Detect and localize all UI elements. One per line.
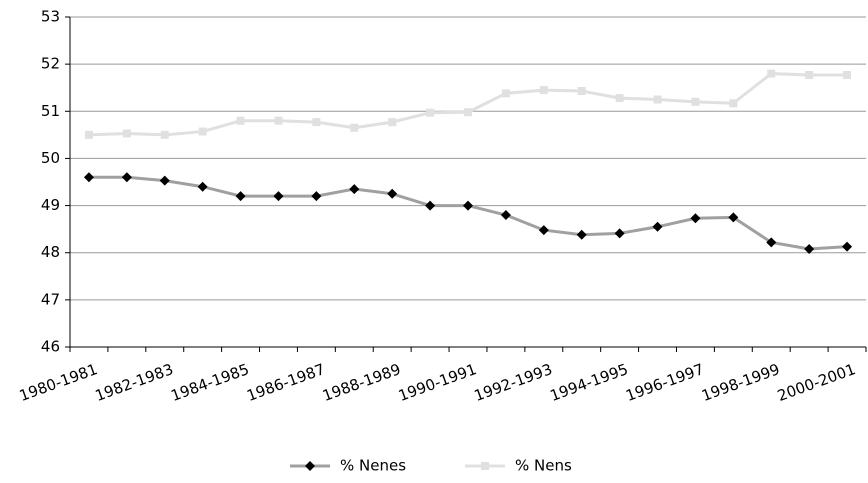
data-point	[350, 123, 359, 132]
data-point	[577, 87, 586, 96]
legend-marker	[305, 461, 315, 471]
data-point	[274, 116, 283, 125]
data-point	[311, 191, 322, 202]
x-tick-label: 2000-2001	[775, 360, 858, 405]
data-point	[235, 191, 246, 202]
data-point	[767, 69, 776, 78]
data-point	[312, 118, 321, 127]
data-point	[236, 116, 245, 125]
x-tick-label: 1980-1981	[17, 360, 100, 405]
data-point	[690, 213, 701, 224]
x-tick-label: 1992-1993	[472, 360, 555, 405]
data-point	[159, 175, 170, 186]
data-point	[500, 210, 511, 220]
data-point	[426, 108, 435, 117]
y-tick-label: 53	[41, 8, 60, 26]
data-point	[197, 181, 208, 192]
x-tick-label: 1982-1983	[93, 360, 176, 405]
data-point	[539, 86, 548, 95]
data-point	[83, 172, 94, 183]
y-tick-label: 50	[41, 149, 60, 167]
y-tick-label: 46	[41, 338, 60, 356]
x-tick-label: 1988-1989	[320, 360, 403, 405]
y-tick-label: 52	[41, 55, 60, 73]
data-point	[387, 188, 398, 199]
data-point	[349, 184, 360, 195]
data-point	[804, 243, 815, 254]
x-tick-label: 1990-1991	[396, 360, 479, 405]
data-point	[425, 200, 436, 211]
data-point	[842, 241, 853, 252]
x-tick-label: 1986-1987	[244, 360, 327, 405]
data-point	[160, 130, 169, 139]
y-tick-label: 51	[41, 102, 60, 120]
legend-label: % Nens	[515, 457, 572, 475]
data-point	[615, 94, 624, 103]
data-point	[653, 95, 662, 104]
data-point	[388, 118, 397, 127]
legend-marker	[481, 462, 489, 470]
data-point	[122, 129, 131, 138]
data-point	[273, 191, 284, 202]
data-point	[766, 237, 777, 248]
data-point	[843, 70, 852, 79]
y-tick-label: 49	[41, 196, 60, 214]
x-tick-label: 1984-1985	[168, 360, 251, 405]
data-point	[614, 228, 625, 239]
data-point	[84, 130, 93, 139]
x-tick-label: 1998-1999	[699, 360, 782, 405]
y-tick-label: 47	[41, 290, 60, 308]
data-point	[691, 97, 700, 106]
x-tick-label: 1996-1997	[623, 360, 706, 405]
data-point	[652, 221, 663, 232]
data-point	[121, 172, 132, 183]
legend-label: % Nenes	[340, 457, 406, 475]
data-point	[728, 212, 739, 223]
data-point	[464, 108, 472, 117]
data-point	[729, 99, 738, 108]
data-point	[538, 225, 549, 236]
x-tick-label: 1994-1995	[548, 360, 631, 405]
data-point	[576, 229, 587, 240]
data-point	[805, 70, 814, 79]
data-point	[501, 89, 510, 98]
data-point	[463, 200, 473, 211]
data-point	[198, 127, 207, 136]
y-tick-label: 48	[41, 243, 60, 261]
